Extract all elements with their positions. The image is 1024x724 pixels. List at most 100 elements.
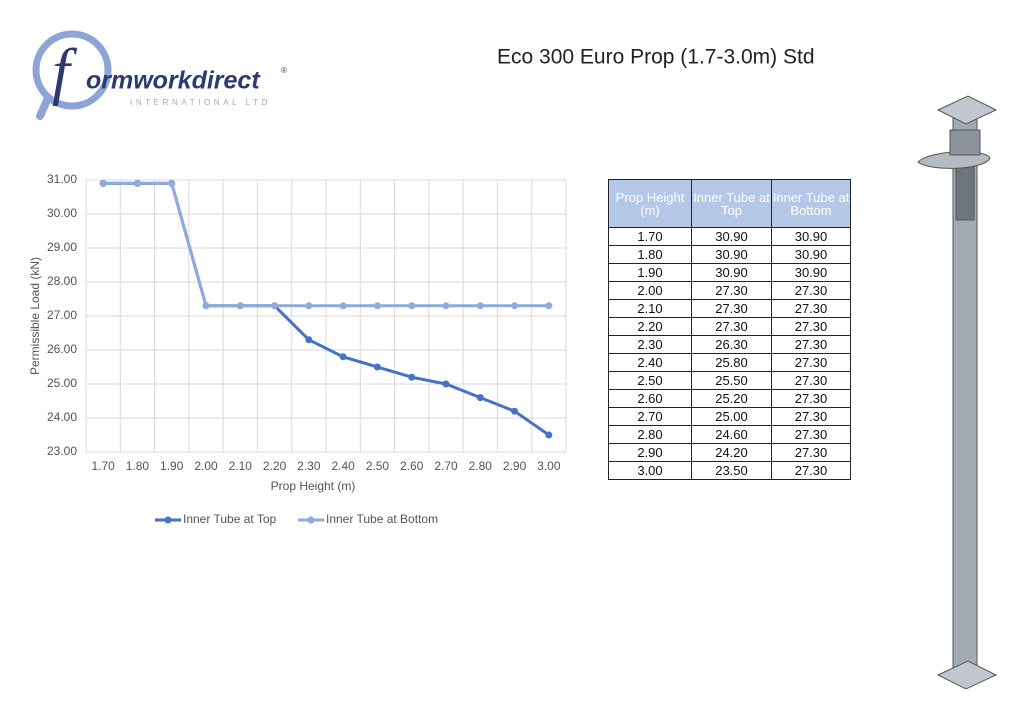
legend-marker: [164, 516, 172, 524]
x-tick-label: 3.00: [537, 459, 561, 473]
table-cell: 24.60: [691, 425, 772, 444]
legend-label: Inner Tube at Bottom: [326, 512, 438, 526]
logo-letter: f: [52, 36, 78, 107]
y-tick-label: 31.00: [47, 172, 77, 186]
page-title: Eco 300 Euro Prop (1.7-3.0m) Std: [497, 46, 815, 69]
table-cell: 27.30: [691, 299, 772, 318]
table-row: 1.70 30.90 30.90: [608, 227, 851, 246]
table-cell: 26.30: [691, 335, 772, 354]
prop-illustration: [917, 95, 998, 690]
logo-subtitle: INTERNATIONAL LTD: [130, 98, 271, 107]
data-point: [236, 302, 244, 310]
table-cell: 27.30: [771, 335, 851, 354]
table-cell: 27.30: [771, 461, 851, 480]
table-row: 2.80 24.60 27.30: [608, 425, 851, 444]
y-tick-label: 29.00: [47, 240, 77, 254]
data-point: [476, 302, 484, 310]
table-cell: 27.30: [771, 407, 851, 426]
table-cell: 27.30: [771, 371, 851, 390]
x-tick-label: 2.90: [503, 459, 527, 473]
data-point: [545, 431, 553, 439]
table-cell: 2.00: [608, 281, 692, 300]
table-header-cell: Prop Height (m): [608, 179, 692, 228]
data-point: [442, 380, 450, 388]
x-tick-label: 2.80: [469, 459, 493, 473]
legend-marker: [307, 516, 315, 524]
table-row: 2.40 25.80 27.30: [608, 353, 851, 372]
table-row: 2.10 27.30 27.30: [608, 299, 851, 318]
table-cell: 30.90: [691, 263, 772, 282]
table-cell: 1.80: [608, 245, 692, 264]
table-cell: 27.30: [771, 299, 851, 318]
data-point: [373, 363, 381, 371]
data-point: [545, 302, 553, 310]
table-cell: 2.60: [608, 389, 692, 408]
data-point: [202, 302, 210, 310]
table-row: 1.80 30.90 30.90: [608, 245, 851, 264]
y-axis-label: Permissible Load (kN): [28, 257, 42, 375]
table-cell: 2.50: [608, 371, 692, 390]
table-header-row: Prop Height (m) Inner Tube at Top Inner Tu…: [608, 179, 851, 228]
table-cell: 3.00: [608, 461, 692, 480]
y-tick-label: 30.00: [47, 206, 77, 220]
table-cell: 27.30: [771, 443, 851, 462]
series-line: [103, 181, 549, 308]
table-cell: 27.30: [771, 353, 851, 372]
x-tick-label: 2.00: [194, 459, 218, 473]
table-row: 2.30 26.30 27.30: [608, 335, 851, 354]
table-cell: 2.40: [608, 353, 692, 372]
y-tick-label: 27.00: [47, 308, 77, 322]
logo-handle: [36, 94, 52, 120]
table-row: 2.00 27.30 27.30: [608, 281, 851, 300]
data-point: [99, 179, 107, 187]
logo: f ormworkdirect ® INTERNATIONAL LTD: [32, 30, 287, 120]
y-tick-label: 28.00: [47, 274, 77, 288]
data-point: [168, 179, 176, 187]
table-cell: 30.90: [771, 263, 851, 282]
table-cell: 27.30: [691, 317, 772, 336]
table-cell: 25.20: [691, 389, 772, 408]
data-point: [408, 373, 416, 381]
x-tick-label: 2.50: [366, 459, 390, 473]
table-row: 2.90 24.20 27.30: [608, 443, 851, 462]
x-tick-label: 2.70: [434, 459, 458, 473]
table-cell: 1.90: [608, 263, 692, 282]
table-cell: 30.90: [691, 245, 772, 264]
table-cell: 2.10: [608, 299, 692, 318]
table-header-cell: Inner Tube at Bottom: [771, 179, 851, 228]
chart: Prop Height (m) Permissible Load (kN) 23…: [28, 172, 567, 526]
data-point: [476, 394, 484, 402]
table-cell: 2.30: [608, 335, 692, 354]
table-header-cell: Inner Tube at Top: [691, 179, 772, 228]
table-cell: 27.30: [771, 389, 851, 408]
data-point: [305, 336, 313, 344]
table-cell: 1.70: [608, 227, 692, 246]
data-point: [133, 179, 141, 187]
table-cell: 30.90: [771, 245, 851, 264]
data-point: [408, 302, 416, 310]
logo-ring: [32, 30, 112, 110]
y-tick-label: 24.00: [47, 410, 77, 424]
x-tick-label: 2.20: [263, 459, 287, 473]
table-cell: 2.70: [608, 407, 692, 426]
table-cell: 23.50: [691, 461, 772, 480]
table-cell: 24.20: [691, 443, 772, 462]
table-cell: 2.80: [608, 425, 692, 444]
table-cell: 25.80: [691, 353, 772, 372]
y-tick-label: 25.00: [47, 376, 77, 390]
x-tick-label: 2.60: [400, 459, 424, 473]
table-row: 3.00 23.50 27.30: [608, 461, 851, 480]
y-tick-label: 26.00: [47, 342, 77, 356]
x-axis-label: Prop Height (m): [271, 479, 356, 493]
table-row: 2.60 25.20 27.30: [608, 389, 851, 408]
table-cell: 2.90: [608, 443, 692, 462]
legend-label: Inner Tube at Top: [183, 512, 277, 526]
table-row: 2.20 27.30 27.30: [608, 317, 851, 336]
logo-name: ormworkdirect: [86, 67, 261, 95]
table-cell: 25.00: [691, 407, 772, 426]
table-row: 1.90 30.90 30.90: [608, 263, 851, 282]
table-cell: 27.30: [771, 425, 851, 444]
data-point: [305, 302, 313, 310]
